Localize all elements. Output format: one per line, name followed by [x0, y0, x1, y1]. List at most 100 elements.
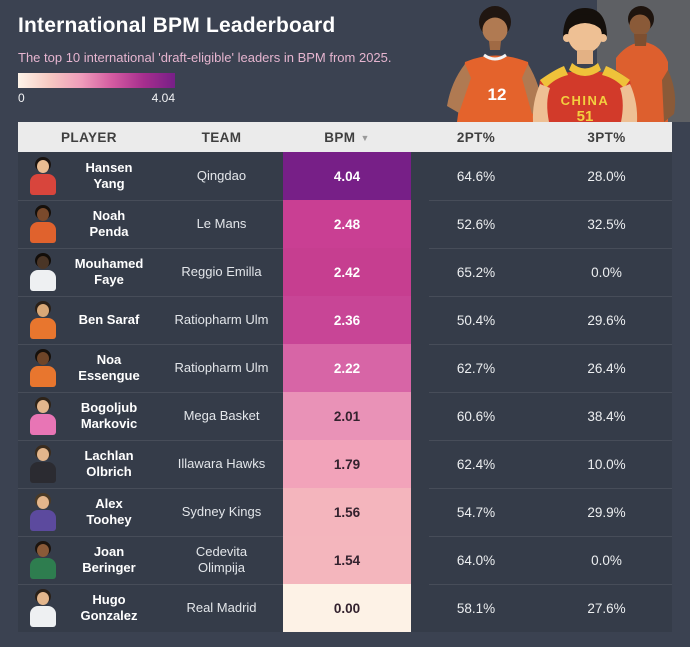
avatar-jersey — [30, 222, 56, 243]
bpm-value: 1.56 — [283, 488, 411, 536]
avatar-head — [37, 592, 49, 605]
table-row: Noa Essengue Ratiopharm Ulm 2.22 62.7% 26.4% — [18, 344, 672, 392]
player-avatar — [28, 397, 58, 435]
column-header-2pt-label: 2PT% — [456, 129, 496, 145]
avatar-jersey — [30, 510, 56, 531]
pt3-value: 32.5% — [587, 216, 626, 232]
pt2-value: 60.6% — [456, 408, 496, 424]
player-cell: Joan Beringer — [18, 536, 160, 584]
player-name: Hansen Yang — [85, 160, 133, 191]
player-avatar — [28, 205, 58, 243]
player-avatar — [28, 493, 58, 531]
bpm-value: 2.22 — [283, 344, 411, 392]
column-header-team[interactable]: TEAM — [160, 130, 283, 145]
pt2-value: 62.4% — [456, 456, 496, 472]
player-cell: Ben Saraf — [18, 296, 160, 344]
table-row: Hugo Gonzalez Real Madrid 0.00 58.1% 27.6% — [18, 584, 672, 632]
column-header-3pt[interactable]: 3PT% — [541, 130, 672, 145]
bpm-value: 2.42 — [283, 248, 411, 296]
pt2-value: 52.6% — [456, 216, 496, 232]
bpm-value: 4.04 — [283, 152, 411, 200]
pt2-value: 58.1% — [456, 600, 496, 616]
column-header-2pt[interactable]: 2PT% — [411, 130, 541, 145]
pt2-value: 64.6% — [456, 168, 496, 184]
avatar-head — [37, 208, 49, 221]
player-cell: Hansen Yang — [18, 152, 160, 200]
pt3-value: 26.4% — [587, 360, 626, 376]
pt3-value: 27.6% — [587, 600, 626, 616]
hero-photo-middle: CHINA 51 — [532, 8, 638, 122]
avatar-head — [37, 448, 49, 461]
middle-jersey-text: CHINA — [561, 93, 610, 108]
pt2-value: 50.4% — [456, 312, 496, 328]
bpm-color-scale: 0 4.04 — [18, 73, 175, 105]
column-header-bpm-label: BPM — [324, 129, 356, 145]
player-avatar — [28, 157, 58, 195]
avatar-jersey — [30, 606, 56, 627]
player-avatar — [28, 445, 58, 483]
avatar-head — [37, 544, 49, 557]
player-name: Lachlan Olbrich — [84, 448, 134, 479]
player-name: Noah Penda — [89, 208, 129, 239]
player-avatar — [28, 253, 58, 291]
avatar-jersey — [30, 462, 56, 483]
bpm-value: 2.48 — [283, 200, 411, 248]
scale-labels: 0 4.04 — [18, 91, 175, 105]
player-cell: Mouhamed Faye — [18, 248, 160, 296]
team-name: Illawara Hawks — [177, 455, 266, 471]
table-header: PLAYER TEAM BPM ▼ 2PT% 3PT% — [18, 122, 672, 152]
pt3-value: 29.6% — [587, 312, 626, 328]
leaderboard-table: PLAYER TEAM BPM ▼ 2PT% 3PT% Hansen Yang Qi… — [18, 122, 672, 632]
player-cell: Noah Penda — [18, 200, 160, 248]
scale-max-label: 4.04 — [151, 91, 175, 105]
page-title: International BPM Leaderboard — [18, 14, 336, 37]
avatar-jersey — [30, 318, 56, 339]
player-avatar — [28, 349, 58, 387]
hero-photos-illustration: 12 CHINA 51 — [447, 0, 690, 122]
player-name: Alex Toohey — [86, 496, 132, 527]
player-cell: Noa Essengue — [18, 344, 160, 392]
bpm-value: 2.36 — [283, 296, 411, 344]
pt3-value: 38.4% — [587, 408, 626, 424]
table-row: Joan Beringer Cedevita Olimpija 1.54 64.0% 0… — [18, 536, 672, 584]
avatar-jersey — [30, 414, 56, 435]
player-avatar — [28, 589, 58, 627]
team-name: Qingdao — [196, 167, 247, 183]
avatar-jersey — [30, 270, 56, 291]
table-row: Ben Saraf Ratiopharm Ulm 2.36 50.4% 29.6% — [18, 296, 672, 344]
table-row: Bogoljub Markovic Mega Basket 2.01 60.6% 38.… — [18, 392, 672, 440]
team-name: Sydney Kings — [181, 503, 262, 519]
pt2-value: 54.7% — [456, 504, 496, 520]
player-name: Hugo Gonzalez — [80, 592, 138, 623]
player-name: Bogoljub Markovic — [80, 400, 138, 431]
column-header-player[interactable]: PLAYER — [18, 130, 160, 145]
player-avatar — [28, 301, 58, 339]
pt3-value: 10.0% — [587, 456, 626, 472]
pt3-value: 28.0% — [587, 168, 626, 184]
team-name: Le Mans — [196, 215, 247, 231]
avatar-head — [37, 352, 49, 365]
column-header-player-label: PLAYER — [61, 129, 117, 145]
scale-min-label: 0 — [18, 91, 25, 105]
player-cell: Lachlan Olbrich — [18, 440, 160, 488]
table-row: Noah Penda Le Mans 2.48 52.6% 32.5% — [18, 200, 672, 248]
player-name: Mouhamed Faye — [74, 256, 144, 287]
table-row: Hansen Yang Qingdao 4.04 64.6% 28.0% — [18, 152, 672, 200]
avatar-head — [37, 160, 49, 173]
avatar-head — [37, 256, 49, 269]
pt2-value: 65.2% — [456, 264, 496, 280]
bpm-value: 2.01 — [283, 392, 411, 440]
column-header-bpm[interactable]: BPM ▼ — [283, 130, 411, 145]
avatar-head — [37, 400, 49, 413]
player-avatar — [28, 541, 58, 579]
player-cell: Alex Toohey — [18, 488, 160, 536]
avatar-jersey — [30, 366, 56, 387]
team-name: Ratiopharm Ulm — [174, 359, 269, 375]
page-subtitle: The top 10 international 'draft-eligible… — [18, 50, 392, 65]
sort-desc-icon: ▼ — [360, 132, 370, 143]
gradient-bar — [18, 73, 175, 88]
team-name: Ratiopharm Ulm — [174, 311, 269, 327]
bpm-value: 0.00 — [283, 584, 411, 632]
hero-photos: 12 CHINA 51 — [440, 0, 690, 122]
player-cell: Bogoljub Markovic — [18, 392, 160, 440]
